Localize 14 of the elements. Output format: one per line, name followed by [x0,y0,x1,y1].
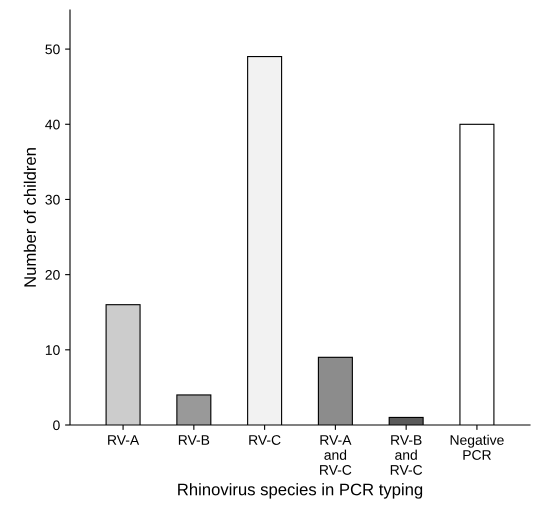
x-tick-label: RV-C [249,435,281,445]
y-tick-label: 30 [45,194,60,205]
x-tick-label: RV-B [178,435,210,445]
y-axis-title: Number of children [24,148,36,287]
x-tick-label: Negative PCR [450,434,504,460]
x-tick-label: RV-B and RV-C [390,435,422,475]
y-tick-label: 50 [45,44,60,54]
y-tick-label: 20 [46,270,60,280]
x-tick-label: RV-A [108,435,140,445]
y-tick-label: 0 [53,420,60,430]
y-tick-label: 40 [45,120,60,130]
x-tick-label: RV-A and RV-C [320,435,352,475]
x-axis-title: Rhinovirus species in PCR typing [178,483,422,499]
y-tick-label: 10 [46,345,60,355]
